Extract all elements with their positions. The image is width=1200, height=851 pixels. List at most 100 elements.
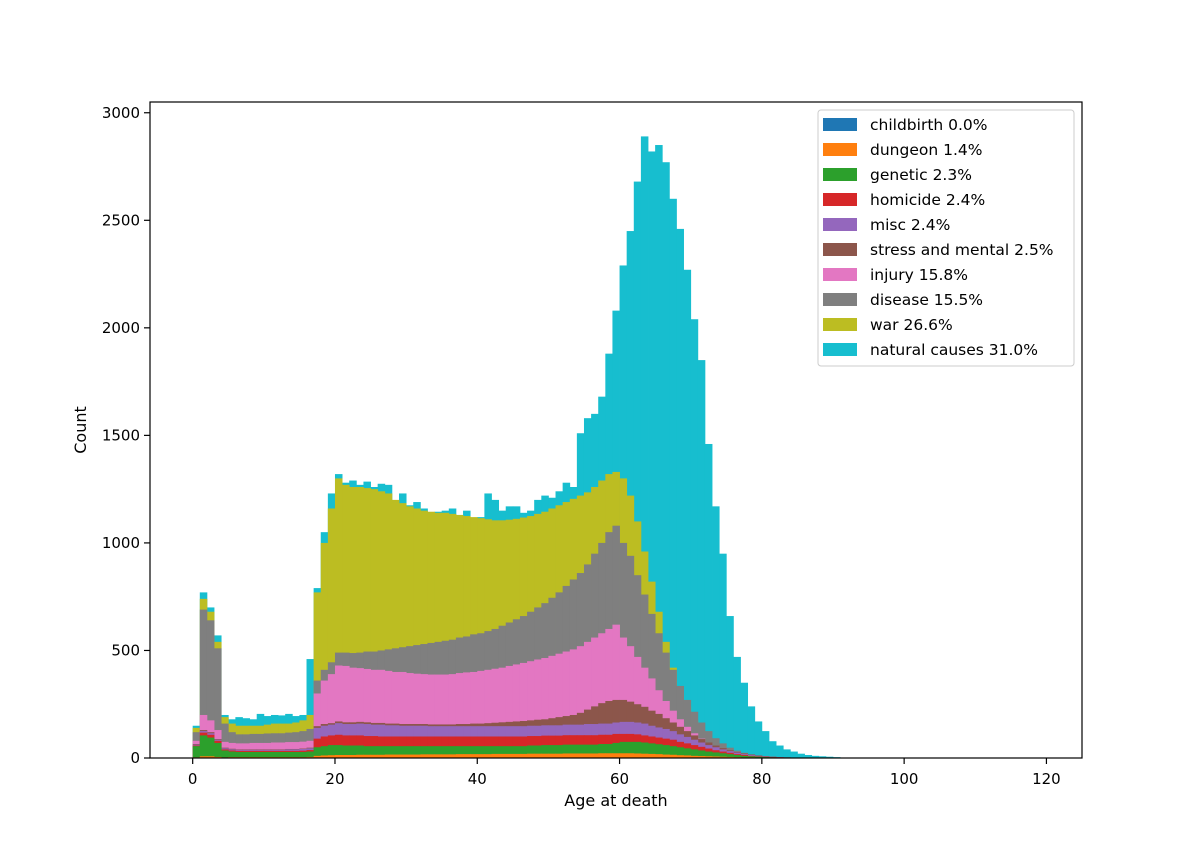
legend-swatch: [823, 268, 857, 281]
bar-genetic: [719, 753, 727, 758]
bar-genetic: [740, 755, 749, 758]
bar-genetic: [413, 746, 421, 758]
bar-war: [448, 513, 457, 758]
bar-war: [363, 488, 371, 758]
bar-dungeon: [399, 754, 407, 758]
legend-label: homicide 2.4%: [870, 191, 985, 209]
bar-genetic: [676, 747, 684, 758]
bar-injury: [605, 628, 613, 758]
bar-disease: [199, 609, 208, 758]
bar-injury: [598, 633, 606, 758]
bar-dungeon: [512, 753, 521, 758]
bar-dungeon: [669, 754, 677, 758]
bar-injury: [427, 674, 435, 758]
bar-injury: [512, 664, 521, 758]
bar-natural: [626, 231, 635, 759]
bar-disease: [221, 723, 229, 758]
bar-injury: [498, 667, 507, 758]
bar-dungeon: [406, 754, 414, 758]
bar-war: [327, 508, 336, 758]
bar-war: [313, 592, 322, 758]
bar-dungeon: [683, 755, 692, 758]
y-tick-label: 0: [130, 749, 140, 767]
bar-genetic: [441, 746, 450, 758]
bar-dungeon: [619, 753, 628, 758]
bar-genetic: [242, 751, 250, 758]
y-tick-label: 500: [111, 641, 140, 659]
bar-injury: [555, 653, 564, 758]
bar-genetic: [491, 746, 500, 758]
bar-dungeon: [548, 753, 556, 758]
bar-genetic: [470, 746, 478, 758]
bar-natural: [740, 682, 749, 758]
bar-natural: [648, 151, 656, 759]
bar-war: [356, 487, 364, 758]
bar-genetic: [733, 754, 741, 758]
bar-genetic: [420, 746, 428, 758]
bar-injury: [470, 671, 478, 758]
bar-natural: [676, 228, 684, 758]
bar-genetic: [320, 746, 329, 758]
series-genetic: [192, 735, 798, 758]
bar-genetic: [192, 746, 201, 758]
bar-injury: [313, 693, 322, 758]
bar-injury: [484, 669, 492, 758]
legend-label: injury 15.8%: [870, 266, 968, 284]
bar-dungeon: [719, 756, 727, 758]
bar-genetic: [370, 746, 379, 758]
bar-genetic: [669, 746, 677, 758]
bar-natural: [633, 181, 642, 758]
bar-genetic: [712, 752, 720, 758]
bar-injury: [406, 673, 414, 758]
bar-dungeon: [633, 753, 642, 758]
bar-natural: [690, 319, 699, 758]
bar-genetic: [626, 741, 635, 758]
bar-natural: [662, 162, 670, 759]
bar-genetic: [256, 751, 265, 758]
bar-genetic: [498, 746, 507, 758]
bar-dungeon: [505, 753, 514, 758]
bar-genetic: [576, 744, 585, 758]
bar-dungeon: [441, 754, 450, 758]
x-tick-label: 20: [325, 770, 344, 788]
bar-genetic: [327, 745, 336, 758]
legend-swatch: [823, 143, 857, 156]
legend-swatch: [823, 118, 857, 131]
bar-genetic: [612, 742, 620, 758]
bar-injury: [562, 651, 571, 758]
y-tick-label: 2500: [102, 211, 140, 229]
plot-frame: [149, 101, 1083, 759]
bar-genetic: [292, 751, 300, 758]
legend-label: childbirth 0.0%: [870, 116, 988, 134]
bar-injury: [349, 667, 357, 758]
bar-dungeon: [491, 753, 500, 758]
bar-injury: [399, 671, 407, 758]
bar-genetic: [648, 743, 656, 758]
bar-genetic: [555, 745, 564, 758]
y-tick-label: 1500: [102, 426, 140, 444]
legend-swatch: [823, 218, 857, 231]
series-dungeon: [192, 753, 798, 758]
bar-injury: [413, 673, 421, 758]
bar-dungeon: [356, 754, 364, 758]
bar-injury: [541, 657, 549, 758]
bar-genetic: [640, 742, 649, 758]
bar-injury: [391, 671, 400, 758]
bar-genetic: [662, 745, 670, 758]
bar-genetic: [206, 737, 215, 758]
legend-label: dungeon 1.4%: [870, 141, 982, 159]
x-axis-label: Age at death: [564, 791, 667, 810]
bar-dungeon: [313, 755, 322, 758]
bar-war: [377, 491, 386, 758]
bar-war: [349, 487, 357, 758]
bar-war: [441, 512, 450, 758]
bar-injury: [420, 674, 428, 758]
bar-natural: [776, 745, 784, 758]
bar-genetic: [228, 751, 236, 758]
legend-swatch: [823, 193, 857, 206]
bar-war: [455, 514, 464, 758]
bar-genetic: [505, 746, 514, 758]
bar-genetic: [377, 746, 386, 758]
bar-dungeon: [591, 753, 599, 758]
